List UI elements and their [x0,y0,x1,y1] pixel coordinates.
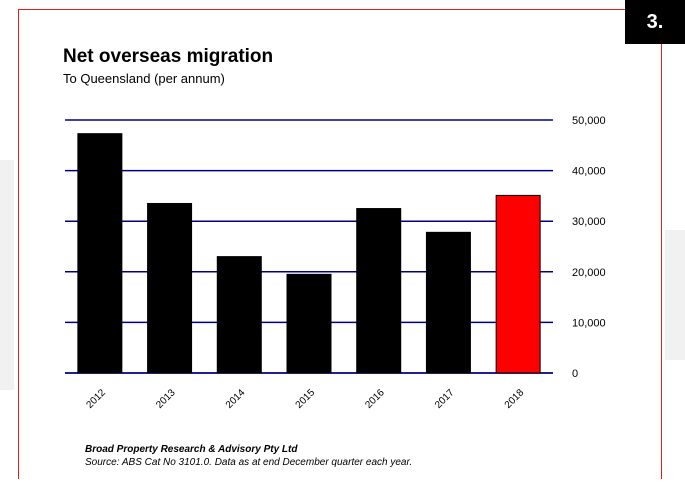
chart-subtitle: To Queensland (per annum) [63,71,225,86]
bar-highlight [495,194,541,374]
bar [286,273,332,374]
slide-number-badge: 3. [625,0,685,44]
y-tick-label: 50,000 [572,115,606,127]
footer-company: Broad Property Research & Advisory Pty L… [85,444,298,455]
y-tick-label: 40,000 [572,166,606,178]
x-tick-label: 2018 [503,387,527,411]
y-tick-label: 0 [572,368,578,380]
x-tick-label: 2016 [363,387,387,411]
slide-frame [18,9,662,479]
bar [356,208,402,374]
chart-title: Net overseas migration [63,46,274,67]
y-axis-tick-labels: 0 10,000 20,000 30,000 40,000 50,000 [572,115,606,380]
bar [147,202,193,374]
x-axis-tick-labels: 2012 2013 2014 2015 2016 2017 2018 [84,387,526,411]
footer-source: Source: ABS Cat No 3101.0. Data as at en… [85,457,413,468]
x-tick-label: 2013 [154,387,178,411]
y-tick-label: 10,000 [572,317,606,329]
x-tick-label: 2017 [433,387,457,411]
background-shape-right [665,230,685,360]
x-tick-label: 2015 [294,387,318,411]
background-shape-left [0,160,14,390]
x-tick-label: 2014 [224,387,248,411]
bar [425,231,471,374]
x-tick-label: 2012 [84,387,108,411]
y-tick-label: 20,000 [572,267,606,279]
bar [216,256,262,374]
bar [77,133,123,374]
bars [77,133,541,374]
y-tick-label: 30,000 [572,216,606,228]
